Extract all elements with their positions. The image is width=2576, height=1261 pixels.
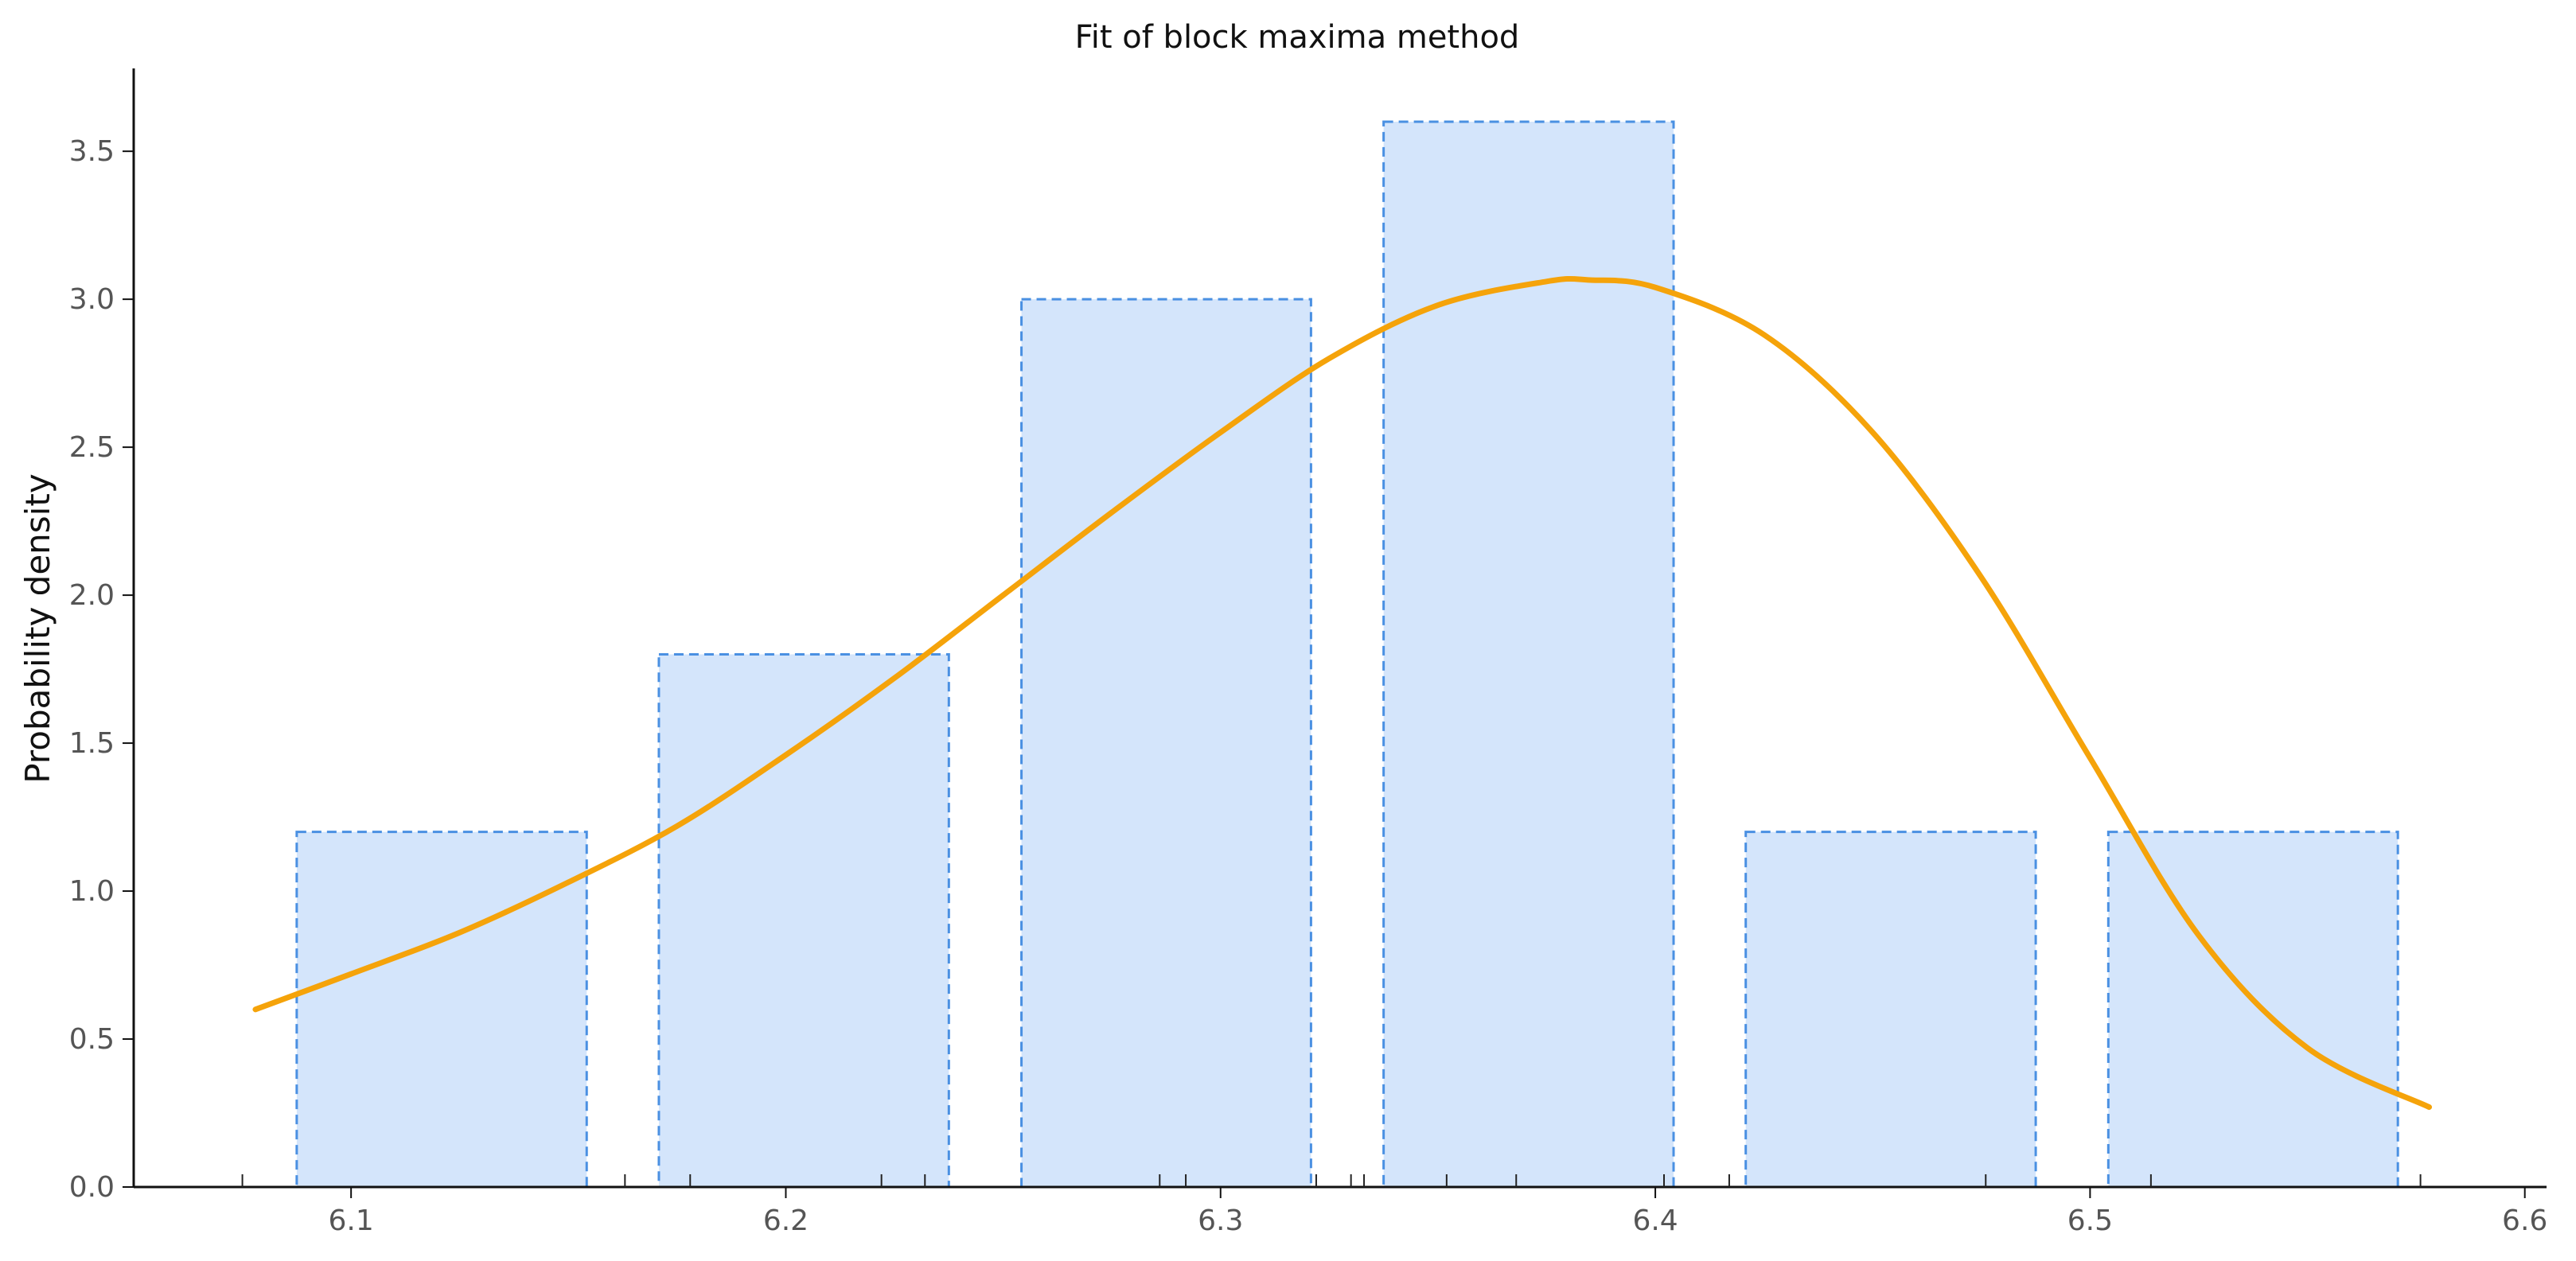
y-tick-label: 2.5 [69, 431, 115, 464]
x-tick-label: 6.2 [763, 1205, 809, 1237]
histogram-bars [295, 120, 2399, 1189]
y-tick-label: 3.0 [69, 283, 115, 316]
histogram-bar-1 [295, 831, 588, 1189]
chart-title: Fit of block maxima method [1075, 19, 1520, 56]
histogram-bar-3 [1020, 298, 1312, 1189]
x-ticks: 6.1 6.2 6.3 6.4 6.5 6.6 [329, 1187, 2547, 1237]
y-axis-label: Probability density [18, 473, 57, 783]
x-tick-label: 6.3 [1198, 1205, 1243, 1237]
histogram-bar-2 [657, 652, 950, 1189]
x-tick-label: 6.5 [2067, 1205, 2113, 1237]
rug-marks [241, 1174, 2422, 1187]
y-tick-label: 1.5 [69, 727, 115, 760]
y-tick-label: 2.0 [69, 579, 115, 612]
y-tick-label: 0.0 [69, 1171, 115, 1204]
y-tick-label: 0.5 [69, 1023, 115, 1056]
y-tick-label: 3.5 [69, 135, 115, 168]
histogram-bar-4 [1382, 120, 1675, 1189]
y-ticks: 0.0 0.5 1.0 1.5 2.0 2.5 3.0 3.5 [69, 135, 134, 1204]
histogram-bar-5 [1744, 831, 2037, 1189]
axes [132, 68, 2547, 1189]
x-tick-label: 6.6 [2502, 1205, 2547, 1237]
x-tick-label: 6.4 [1632, 1205, 1678, 1237]
y-tick-label: 1.0 [69, 875, 115, 908]
x-tick-label: 6.1 [329, 1205, 374, 1237]
fit-curve-layer [252, 275, 2432, 1111]
fit-curve-line [252, 275, 2432, 1111]
histogram-bar-6 [2106, 831, 2399, 1189]
